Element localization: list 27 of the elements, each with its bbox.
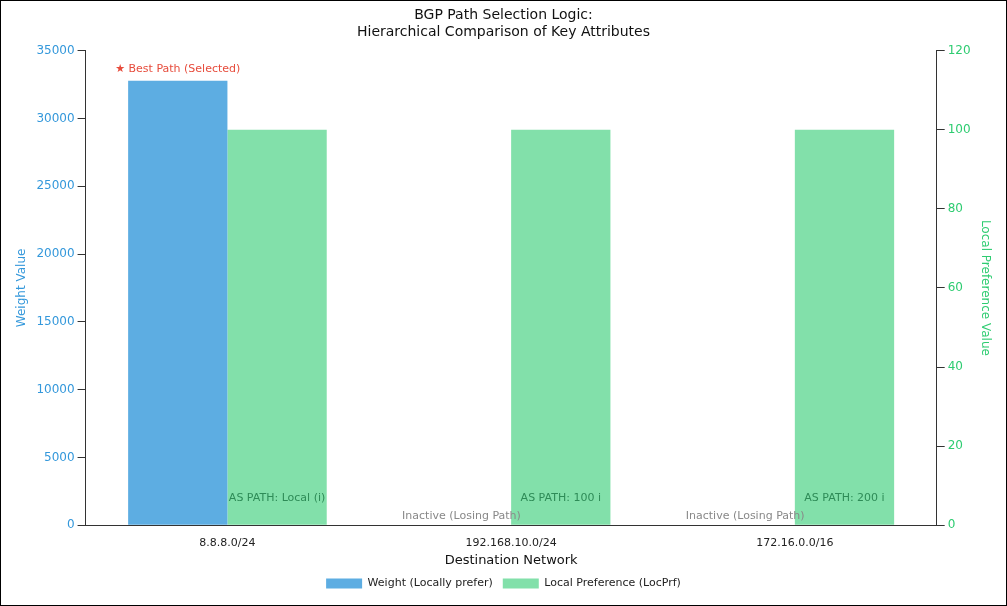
y2-tick-label: 80 [947, 200, 963, 215]
y-axis-title: Weight Value [14, 248, 29, 328]
y-tick-label: 15000 [36, 313, 75, 328]
y2-tick-label: 100 [947, 121, 971, 136]
legend-label: Weight (Locally prefer) [367, 576, 493, 590]
annotation: AS PATH: Local (i) [228, 490, 326, 504]
y2-tick-label: 0 [947, 517, 956, 532]
x-axis-title: Destination Network [444, 551, 579, 567]
x-tick-label: 172.16.0.0/16 [756, 535, 834, 549]
x-tick-label: 8.8.8.0/24 [199, 535, 256, 549]
y2-tick-label: 40 [947, 359, 963, 374]
y-tick-label: 0 [66, 517, 75, 532]
y-tick-label: 20000 [36, 246, 75, 261]
annotation: AS PATH: 100 i [520, 490, 601, 504]
annotation: ★ Best Path (Selected) [115, 62, 241, 76]
x-tick-label: 192.168.10.0/24 [465, 535, 557, 549]
y-tick-label: 35000 [36, 42, 75, 57]
chart-title: BGP Path Selection Logic: Hierarchical Comparison of Key Attributes [356, 6, 651, 39]
legend-label: Local Preference (LocPrf) [544, 576, 681, 590]
y-tick-label: 5000 [44, 449, 75, 464]
y-tick-label: 30000 [36, 110, 75, 125]
y2-tick-label: 120 [947, 42, 971, 57]
y2-axis-title: Local Preference Value [978, 219, 993, 356]
y-tick-label: 10000 [36, 381, 75, 396]
y2-tick-label: 60 [947, 280, 963, 295]
y-tick-label: 25000 [36, 178, 75, 193]
y2-tick-label: 20 [947, 438, 963, 453]
